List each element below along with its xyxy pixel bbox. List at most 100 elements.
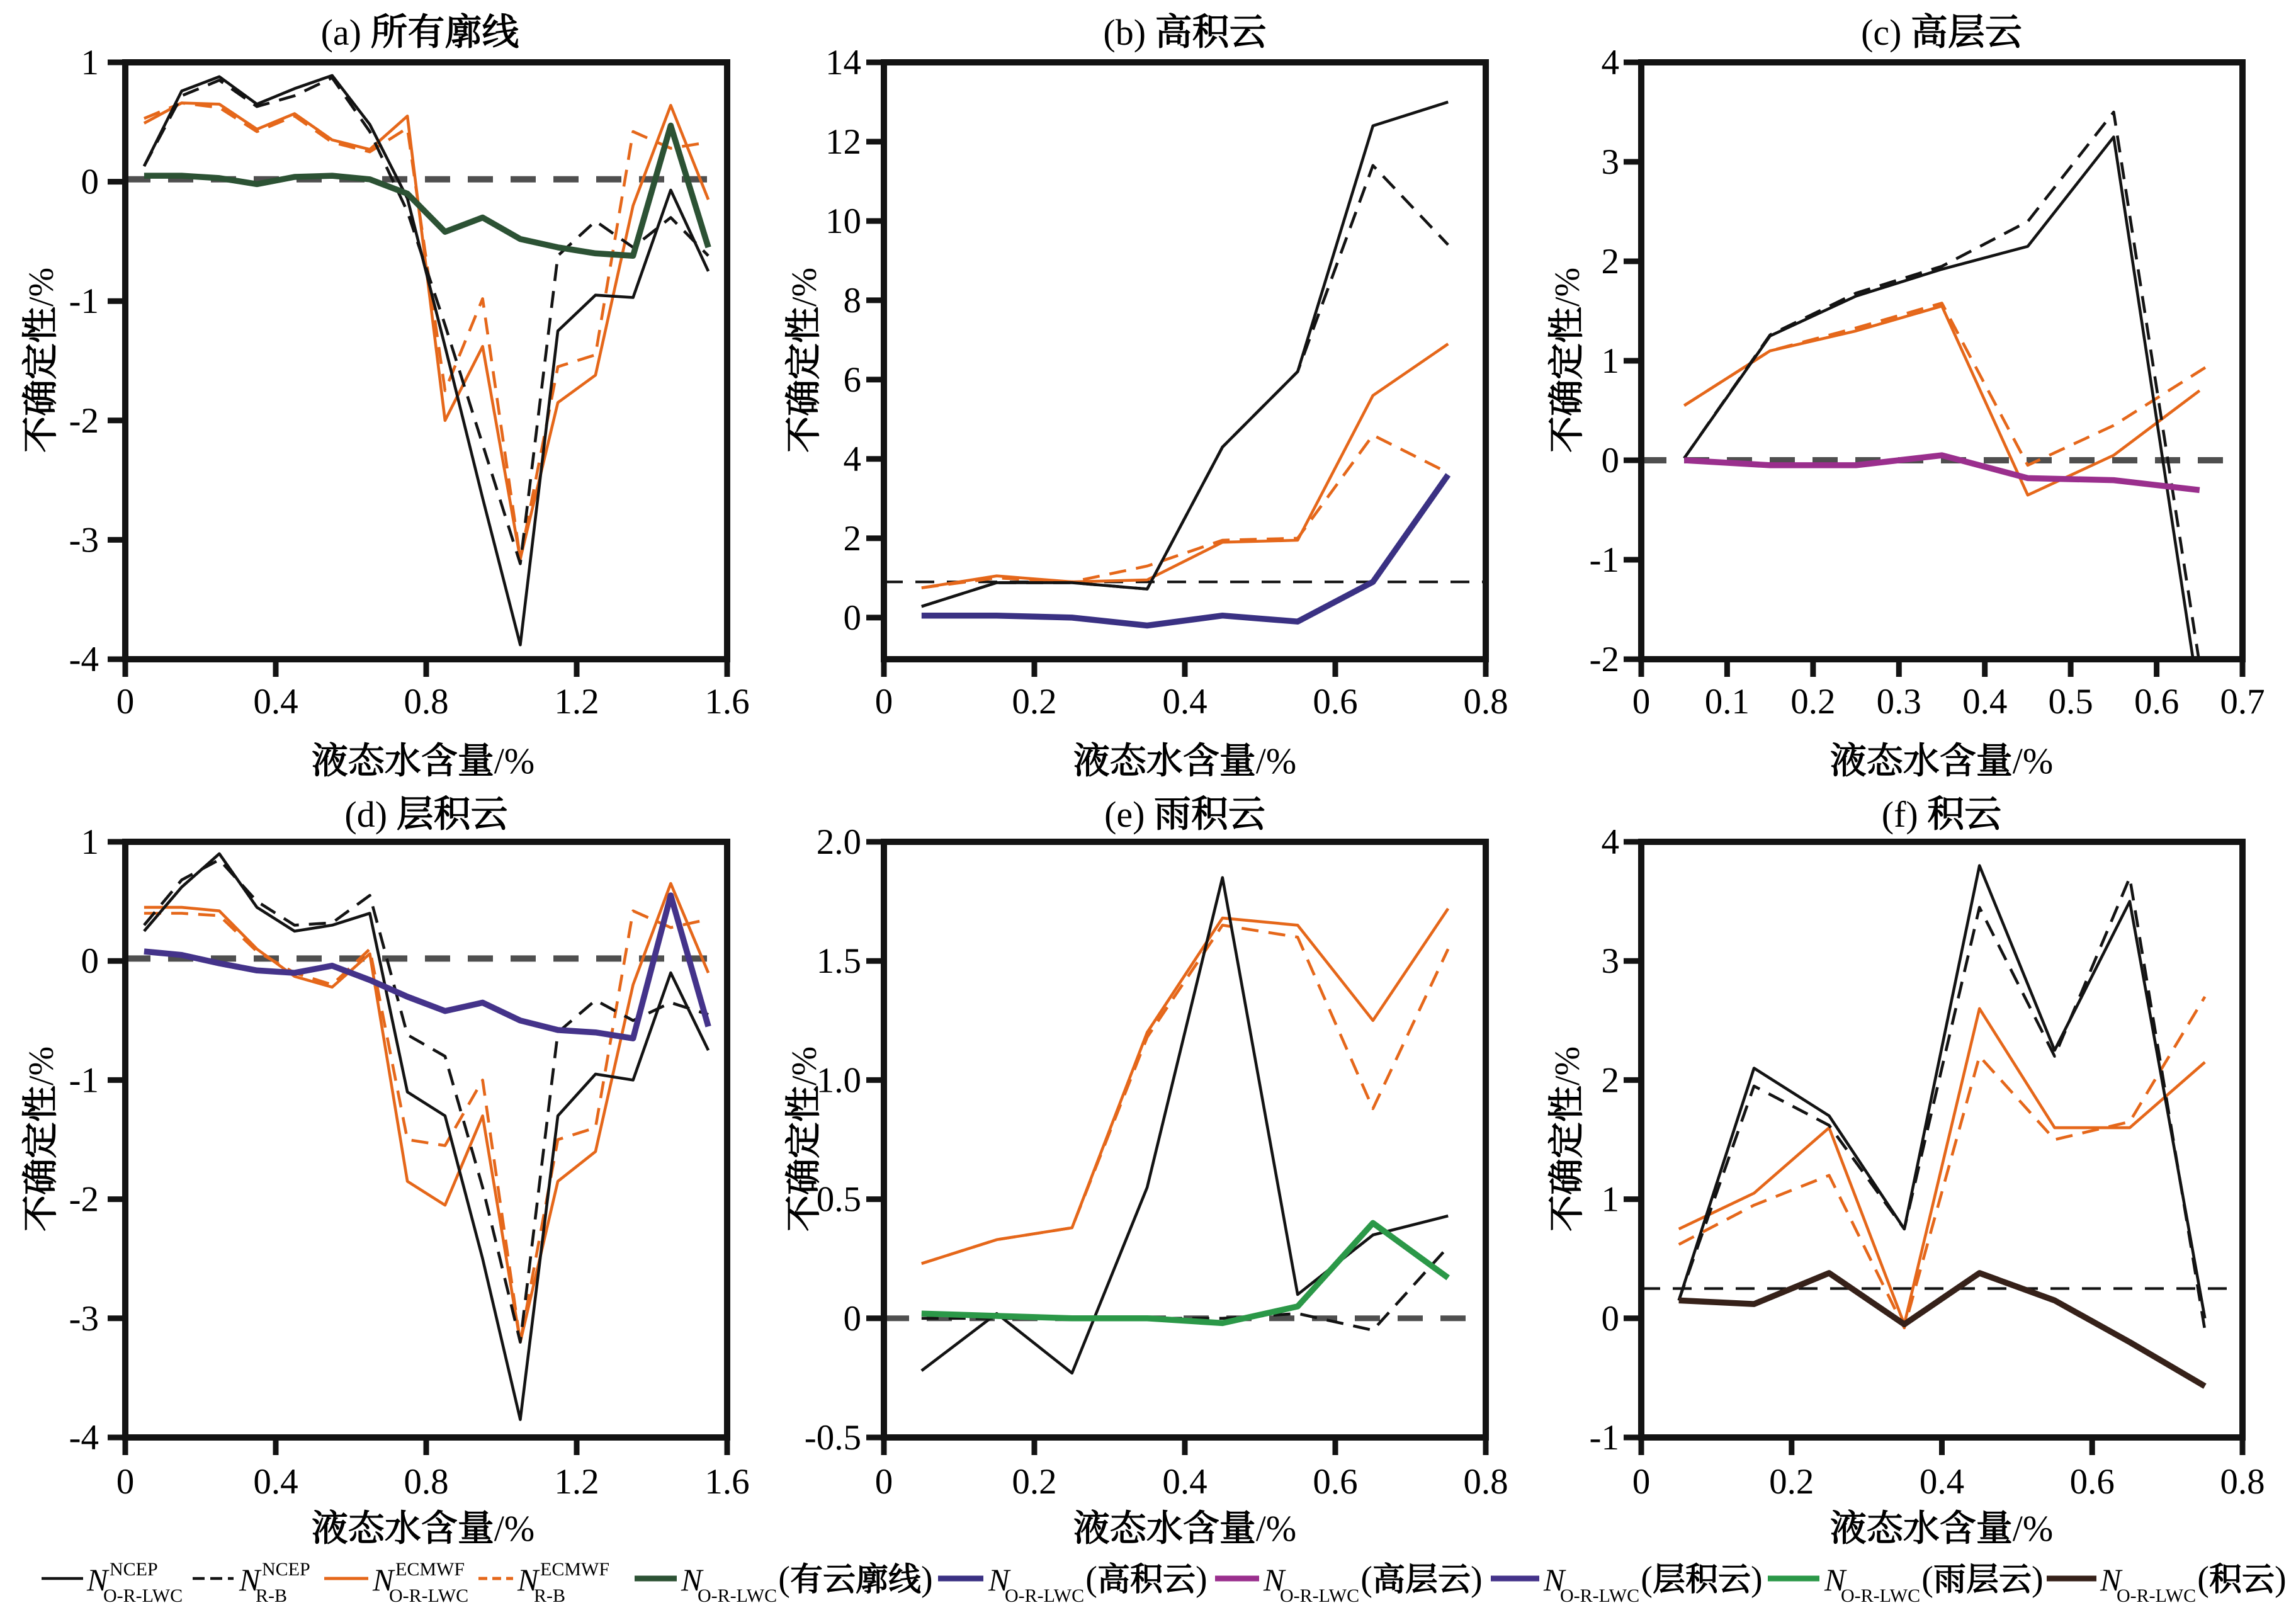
svg-text:0.5: 0.5 <box>2048 682 2093 722</box>
svg-text:-2: -2 <box>1590 640 1619 679</box>
svg-text:R-B: R-B <box>534 1585 565 1606</box>
svg-text:0: 0 <box>1602 1299 1620 1339</box>
svg-text:0.2: 0.2 <box>1790 682 1835 722</box>
svg-text:N: N <box>681 1562 704 1597</box>
svg-text:1: 1 <box>81 43 99 82</box>
svg-text:1.0: 1.0 <box>817 1060 861 1100</box>
svg-text:O-R-LWC: O-R-LWC <box>1280 1585 1359 1606</box>
svg-text:1.6: 1.6 <box>704 682 749 722</box>
svg-text:(f): (f) <box>1882 794 1918 835</box>
svg-text:N: N <box>2100 1562 2123 1597</box>
svg-text:0: 0 <box>81 941 99 981</box>
svg-text:N: N <box>1263 1562 1286 1597</box>
svg-text:(: ( <box>1641 1560 1653 1599</box>
svg-text:/%: /% <box>494 740 534 781</box>
svg-text:): ) <box>1751 1560 1763 1599</box>
svg-text:NCEP: NCEP <box>262 1559 310 1580</box>
svg-text:(a): (a) <box>321 12 361 53</box>
svg-text:3: 3 <box>1602 941 1620 981</box>
svg-text:(: ( <box>1360 1560 1372 1599</box>
svg-text:-3: -3 <box>69 520 99 560</box>
svg-text:8: 8 <box>844 281 862 320</box>
svg-text:-1: -1 <box>1590 540 1619 580</box>
svg-text:0.8: 0.8 <box>404 682 448 722</box>
svg-text:0: 0 <box>1602 441 1620 480</box>
svg-text:/%: /% <box>785 1046 824 1085</box>
svg-text:2: 2 <box>1602 242 1620 281</box>
svg-text:O-R-LWC: O-R-LWC <box>1005 1585 1084 1606</box>
svg-text:): ) <box>2275 1560 2287 1599</box>
svg-text:4: 4 <box>1602 822 1620 862</box>
svg-text:0.1: 0.1 <box>1705 682 1750 722</box>
svg-text:0: 0 <box>116 1462 135 1502</box>
svg-text:(c): (c) <box>1861 12 1901 53</box>
svg-text:O-R-LWC: O-R-LWC <box>698 1585 777 1606</box>
svg-text:0: 0 <box>844 598 862 638</box>
svg-text:N: N <box>988 1562 1011 1597</box>
svg-text:2: 2 <box>1602 1060 1620 1100</box>
svg-text:/%: /% <box>785 268 824 307</box>
svg-text:): ) <box>2032 1560 2044 1599</box>
svg-text:/%: /% <box>2013 740 2053 781</box>
svg-text:12: 12 <box>825 122 861 162</box>
svg-text:0.4: 0.4 <box>1162 1462 1207 1502</box>
svg-text:(: ( <box>1085 1560 1097 1599</box>
svg-text:0.4: 0.4 <box>1920 1462 1964 1502</box>
svg-text:(: ( <box>778 1560 790 1599</box>
svg-text:O-R-LWC: O-R-LWC <box>389 1585 468 1606</box>
svg-text:N: N <box>517 1562 540 1597</box>
svg-text:0.2: 0.2 <box>1769 1462 1814 1502</box>
svg-text:0.6: 0.6 <box>1313 1462 1357 1502</box>
svg-text:-4: -4 <box>69 1418 99 1458</box>
svg-text:6: 6 <box>844 360 862 400</box>
svg-text:N: N <box>1543 1562 1566 1597</box>
svg-text:0: 0 <box>116 682 135 722</box>
svg-text:0: 0 <box>875 1462 893 1502</box>
svg-text:(: ( <box>1921 1560 1933 1599</box>
svg-text:0: 0 <box>1632 1462 1651 1502</box>
svg-text:1.5: 1.5 <box>817 941 861 981</box>
svg-text:0.2: 0.2 <box>1012 682 1056 722</box>
svg-text:O-R-LWC: O-R-LWC <box>2117 1585 2196 1606</box>
svg-text:N: N <box>1824 1562 1847 1597</box>
svg-text:(b): (b) <box>1103 12 1146 53</box>
svg-text:O-R-LWC: O-R-LWC <box>103 1585 183 1606</box>
svg-text:-3: -3 <box>69 1299 99 1339</box>
svg-text:-2: -2 <box>69 1180 99 1220</box>
svg-text:0.8: 0.8 <box>1463 1462 1508 1502</box>
svg-text:0.8: 0.8 <box>2220 1462 2265 1502</box>
svg-text:0.2: 0.2 <box>1012 1462 1056 1502</box>
svg-text:R-B: R-B <box>256 1585 287 1606</box>
svg-text:2: 2 <box>844 519 862 558</box>
svg-text:N: N <box>372 1562 395 1597</box>
svg-text:O-R-LWC: O-R-LWC <box>1560 1585 1639 1606</box>
svg-text:-1: -1 <box>1590 1418 1619 1458</box>
svg-text:4: 4 <box>844 439 862 479</box>
svg-text:2.0: 2.0 <box>817 822 861 862</box>
svg-text:0.6: 0.6 <box>1313 682 1357 722</box>
svg-text:ECMWF: ECMWF <box>540 1559 609 1580</box>
svg-text:-4: -4 <box>69 640 99 679</box>
svg-text:/%: /% <box>1548 268 1587 307</box>
svg-text:0.5: 0.5 <box>817 1180 861 1220</box>
svg-text:0: 0 <box>1632 682 1651 722</box>
svg-text:(e): (e) <box>1104 794 1145 835</box>
svg-text:0: 0 <box>81 162 99 202</box>
svg-text:0.4: 0.4 <box>1962 682 2007 722</box>
svg-text:1.2: 1.2 <box>554 682 599 722</box>
svg-text:0: 0 <box>844 1299 862 1339</box>
svg-text:ECMWF: ECMWF <box>395 1559 465 1580</box>
svg-text:-1: -1 <box>69 1060 99 1100</box>
svg-text:0: 0 <box>875 682 893 722</box>
svg-text:1: 1 <box>1602 1180 1620 1220</box>
svg-text:): ) <box>921 1560 933 1599</box>
svg-text:0.8: 0.8 <box>404 1462 448 1502</box>
svg-text:/%: /% <box>1548 1046 1587 1085</box>
svg-text:): ) <box>1196 1560 1207 1599</box>
svg-text:/%: /% <box>22 268 61 307</box>
svg-text:/%: /% <box>1256 740 1296 781</box>
svg-text:0.6: 0.6 <box>2134 682 2179 722</box>
svg-text:): ) <box>1471 1560 1483 1599</box>
svg-text:0.4: 0.4 <box>1162 682 1207 722</box>
svg-text:-0.5: -0.5 <box>805 1418 861 1458</box>
